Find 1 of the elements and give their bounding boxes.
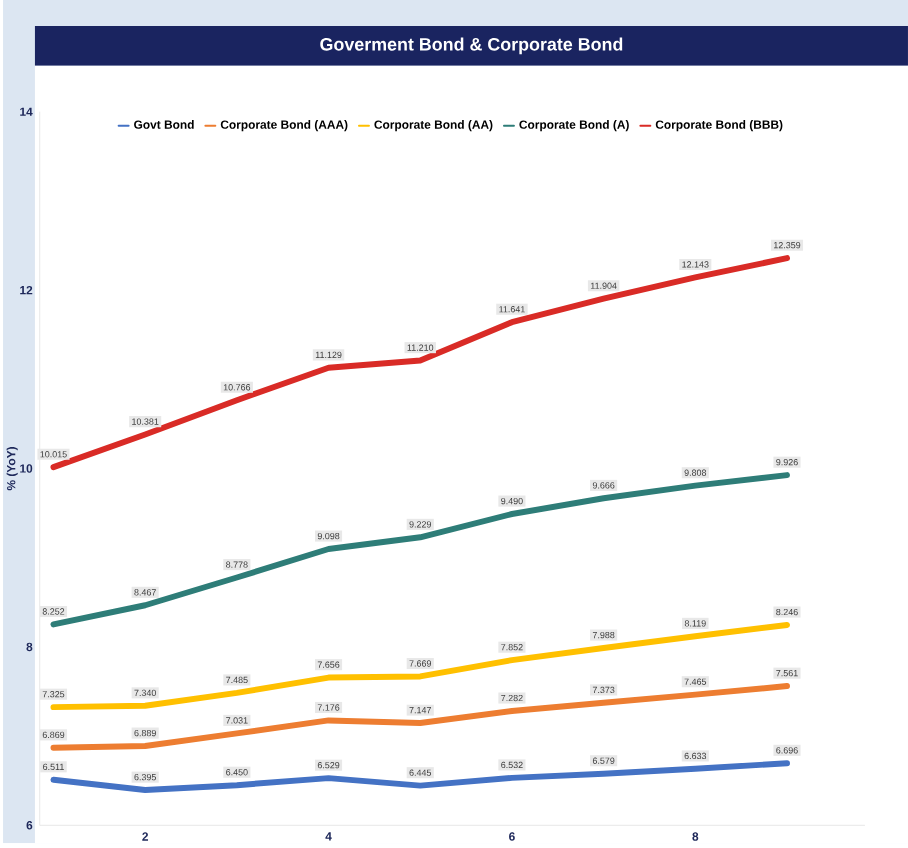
chart-title: Goverment Bond & Corporate Bond bbox=[320, 37, 623, 55]
